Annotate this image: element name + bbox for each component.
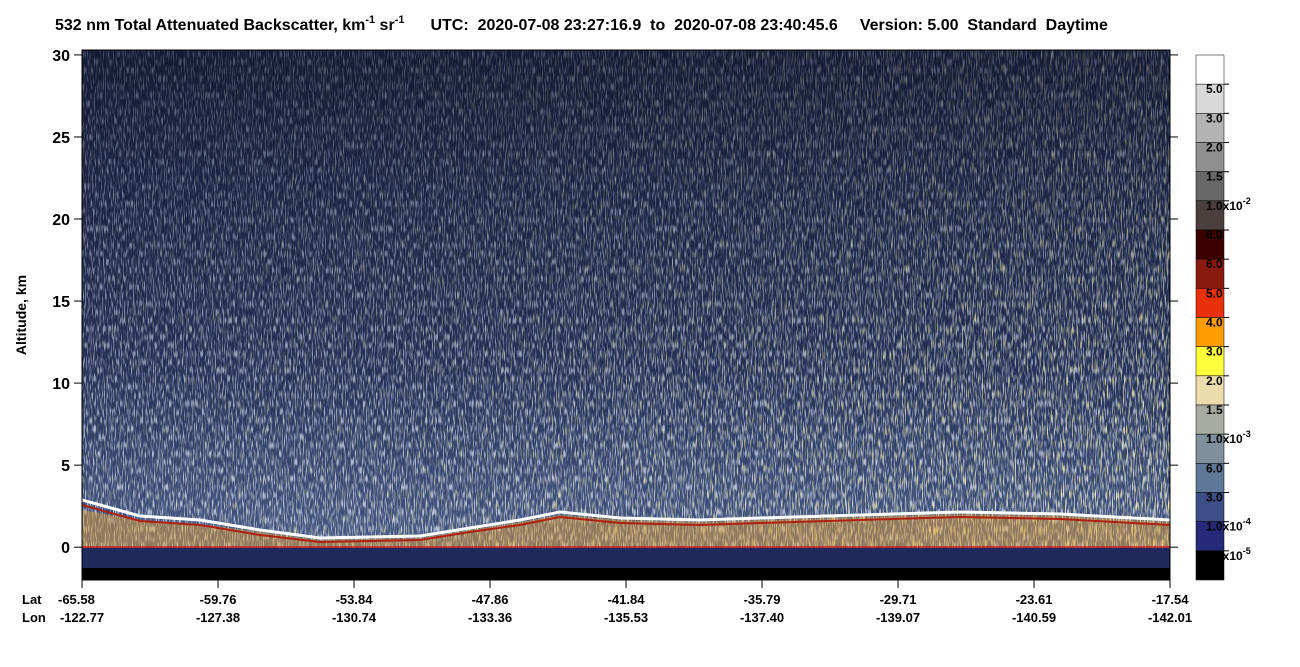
lat-label: -47.86 [472,592,509,607]
colorbar-label-base: 5.0 [1206,82,1223,96]
colorbar-label: 5.0 [1206,286,1223,300]
colorbar-swatch [1195,229,1225,260]
lon-label: -137.40 [740,610,784,625]
y-axis-title: Altitude, km [13,275,29,355]
lat-label: -41.84 [608,592,646,607]
colorbar-label-base: 1.0x10 [1206,432,1243,446]
colorbar-swatch [1195,83,1225,114]
x-axis-name: Lon [22,610,46,625]
colorbar-label-base: 3.0 [1206,491,1223,505]
y-tick-label: 5 [61,458,70,475]
colorbar-label-base: 2.0 [1206,374,1223,388]
colorbar-label-exp: -4 [1243,517,1251,527]
lon-label: -139.07 [876,610,920,625]
y-tick-label: 15 [52,294,70,311]
colorbar-swatch [1195,404,1225,435]
lon-label: -122.77 [60,610,104,625]
colorbar-swatch [1195,54,1225,85]
colorbar-label: 5.0 [1206,82,1223,96]
colorbar-swatch [1195,550,1225,581]
lat-label: -59.76 [200,592,237,607]
colorbar-swatch [1195,258,1225,289]
colorbar-label-exp: -2 [1243,196,1251,206]
lon-label: -140.59 [1012,610,1056,625]
colorbar-label: 3.0 [1206,111,1223,125]
colorbar-label-base: 6.0 [1206,257,1223,271]
lat-label: -17.54 [1152,592,1190,607]
colorbar-swatch [1195,492,1225,522]
colorbar-label: 6.0 [1206,257,1223,271]
lon-label: -133.36 [468,610,512,625]
title-exp: -1 [365,14,375,26]
colorbar-swatch [1195,142,1225,172]
colorbar-label-base: 6.0 [1206,461,1223,475]
colorbar-label-base: 3.0 [1206,111,1223,125]
y-tick-label: 10 [52,376,70,393]
colorbar-label-base: 2.0 [1206,141,1223,155]
colorbar-label-exp: -5 [1243,546,1251,556]
lat-label: -23.61 [1016,592,1053,607]
title-unit: sr [375,17,395,34]
lon-label: -142.01 [1148,610,1192,625]
colorbar-swatch [1195,171,1225,202]
title-exp: -1 [395,14,405,26]
y-tick-label: 25 [52,130,70,147]
curtain [82,50,1170,580]
lon-label: -135.53 [604,610,648,625]
lat-label: -29.71 [880,592,917,607]
x-axis-name: Lat [22,592,42,607]
colorbar-label-base: 1.5 [1206,403,1223,417]
colorbar-label-base: 8.0 [1206,228,1223,242]
lat-label: -53.84 [336,592,374,607]
colorbar-label: 1.0x10-3 [1206,429,1251,446]
colorbar-label: 2.0 [1206,374,1223,388]
colorbar-label: 1.0x10-5 [1206,546,1251,563]
colorbar-label-base: 1.0x10 [1206,199,1243,213]
lat-label: -65.58 [58,592,95,607]
colorbar-label: 8.0 [1206,228,1223,242]
colorbar-label: 6.0 [1206,461,1223,475]
colorbar-label: 1.0x10-2 [1206,196,1251,213]
colorbar-label-base: 5.0 [1206,286,1223,300]
colorbar-label: 4.0 [1206,316,1223,330]
colorbar-label-base: 4.0 [1206,316,1223,330]
y-tick-label: 30 [52,48,70,65]
colorbar-label-base: 1.5 [1206,170,1223,184]
y-tick-label: 0 [61,540,70,557]
colorbar-label: 3.0 [1206,491,1223,505]
colorbar-swatch [1195,113,1225,143]
y-tick-label: 20 [52,212,70,229]
colorbar-swatch [1195,200,1225,231]
colorbar-swatch [1195,375,1225,406]
colorbar-label-base: 1.0x10 [1206,549,1243,563]
lon-label: -130.74 [332,610,377,625]
chart-title: 532 nm Total Attenuated Backscatter, km-… [55,14,1108,34]
colorbar-swatch [1195,288,1225,318]
title-version: Version: 5.00 Standard Daytime [860,17,1108,34]
colorbar-label: 1.5 [1206,170,1223,184]
colorbar-label: 1.5 [1206,403,1223,417]
title-main: 532 nm Total Attenuated Backscatter, km [55,17,365,34]
lat-label: -35.79 [744,592,781,607]
colorbar-label: 1.0x10-4 [1206,517,1251,534]
colorbar-label-exp: -3 [1243,429,1251,439]
colorbar-label-base: 3.0 [1206,345,1223,359]
colorbar-label: 2.0 [1206,141,1223,155]
colorbar-label-base: 1.0x10 [1206,520,1243,534]
title-utc: UTC: 2020-07-08 23:27:16.9 to 2020-07-08… [430,17,837,34]
lon-label: -127.38 [196,610,240,625]
colorbar-label: 3.0 [1206,345,1223,359]
